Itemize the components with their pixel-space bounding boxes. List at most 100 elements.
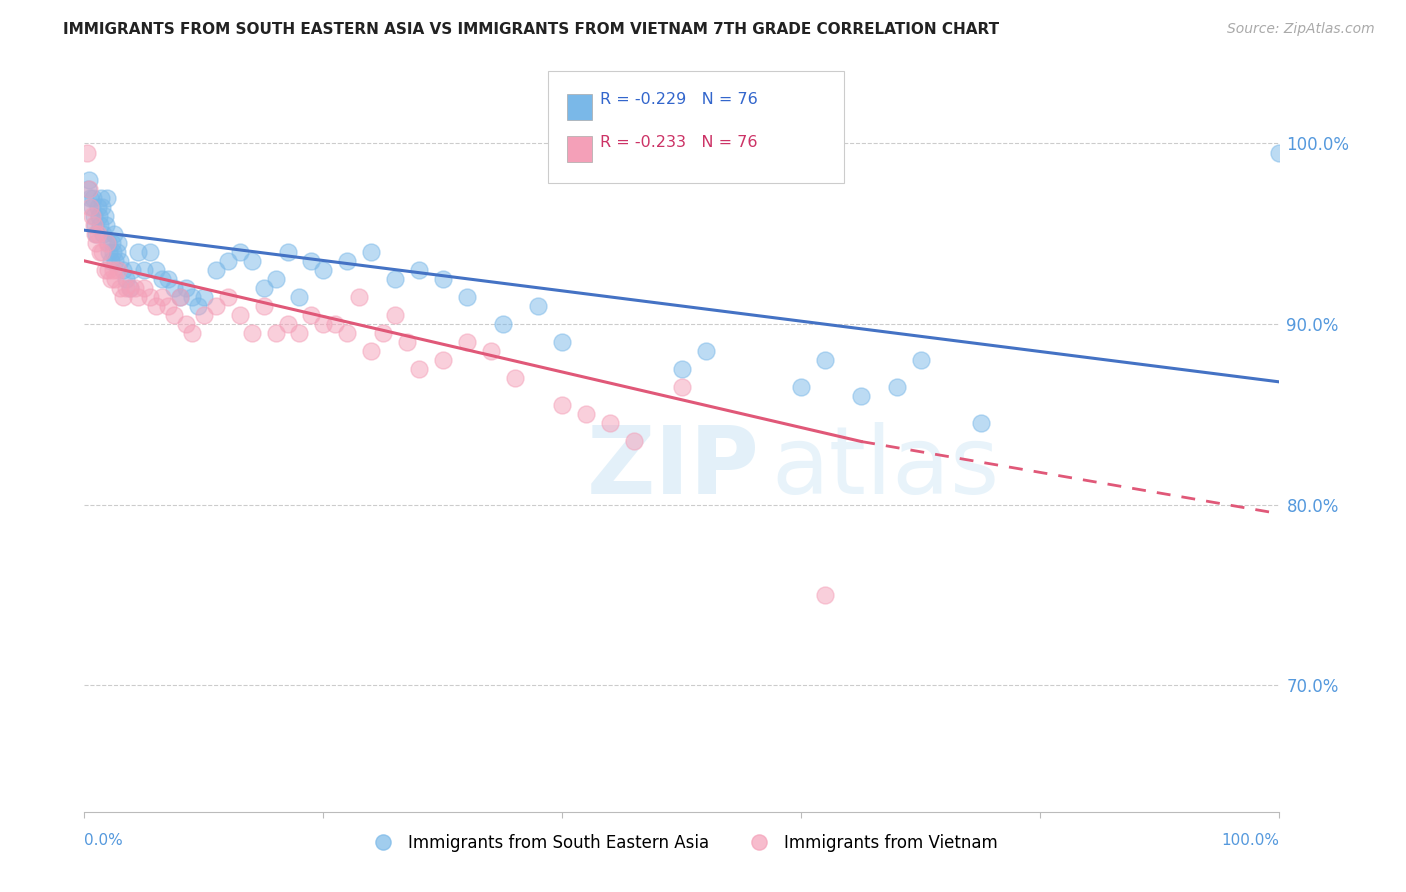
Point	[110, 281, 132, 295]
Point	[217, 253, 239, 268]
Point	[80, 200, 103, 214]
Point	[79, 191, 101, 205]
Point	[127, 244, 149, 259]
Point	[104, 253, 127, 268]
Point	[814, 353, 837, 368]
Point	[124, 281, 146, 295]
Point	[181, 290, 204, 304]
Point	[479, 344, 502, 359]
Point	[83, 218, 105, 232]
Point	[121, 263, 143, 277]
Point	[301, 308, 323, 322]
Point	[432, 272, 454, 286]
Point	[695, 344, 717, 359]
Point	[623, 434, 645, 449]
Point	[205, 263, 228, 277]
Point	[77, 181, 100, 195]
Point	[139, 244, 162, 259]
Point	[1268, 145, 1291, 160]
Point	[139, 290, 162, 304]
Point	[408, 362, 430, 376]
Point	[277, 244, 299, 259]
Point	[229, 244, 252, 259]
Text: 0.0%: 0.0%	[84, 832, 124, 847]
Point	[118, 281, 141, 295]
Point	[456, 290, 478, 304]
Point	[503, 371, 526, 385]
Point	[336, 326, 359, 340]
Point	[77, 172, 100, 186]
Point	[93, 209, 115, 223]
Point	[174, 317, 197, 331]
Point	[98, 244, 121, 259]
Point	[118, 281, 141, 295]
Point	[253, 281, 276, 295]
Point	[169, 290, 191, 304]
Point	[277, 317, 299, 331]
Point	[97, 263, 120, 277]
Point	[671, 380, 693, 394]
Point	[93, 227, 115, 241]
Point	[384, 308, 406, 322]
Legend: Immigrants from South Eastern Asia, Immigrants from Vietnam: Immigrants from South Eastern Asia, Immi…	[360, 827, 1004, 858]
Point	[111, 263, 134, 277]
Point	[910, 353, 932, 368]
Point	[349, 290, 371, 304]
Point	[851, 389, 873, 403]
Point	[80, 209, 103, 223]
Point	[96, 235, 118, 250]
Point	[229, 308, 252, 322]
Point	[86, 227, 108, 241]
Point	[599, 417, 621, 431]
Point	[91, 200, 114, 214]
Point	[205, 299, 228, 313]
Point	[97, 235, 120, 250]
Point	[157, 272, 180, 286]
Point	[82, 191, 104, 205]
Point	[79, 200, 101, 214]
Point	[86, 235, 108, 250]
Point	[174, 281, 197, 295]
Point	[492, 317, 515, 331]
Point	[84, 218, 107, 232]
Point	[127, 290, 149, 304]
Point	[145, 299, 167, 313]
Point	[312, 317, 335, 331]
Text: IMMIGRANTS FROM SOUTH EASTERN ASIA VS IMMIGRANTS FROM VIETNAM 7TH GRADE CORRELAT: IMMIGRANTS FROM SOUTH EASTERN ASIA VS IM…	[63, 22, 1000, 37]
Point	[145, 263, 167, 277]
Point	[100, 253, 122, 268]
Point	[336, 253, 359, 268]
Point	[551, 398, 574, 412]
Point	[264, 326, 287, 340]
Point	[111, 290, 134, 304]
Point	[240, 253, 263, 268]
Point	[163, 308, 186, 322]
Point	[101, 244, 124, 259]
Point	[396, 335, 419, 350]
Point	[240, 326, 263, 340]
Point	[89, 218, 111, 232]
Point	[187, 299, 209, 313]
Point	[157, 299, 180, 313]
Point	[814, 588, 837, 602]
Point	[107, 263, 129, 277]
Point	[193, 308, 215, 322]
Point	[288, 290, 311, 304]
Point	[384, 272, 406, 286]
Point	[325, 317, 347, 331]
Point	[886, 380, 908, 394]
Point	[132, 281, 156, 295]
Point	[373, 326, 395, 340]
Text: ZIP: ZIP	[586, 422, 759, 514]
Text: atlas: atlas	[772, 422, 1000, 514]
Point	[169, 290, 191, 304]
Point	[181, 326, 204, 340]
Point	[89, 244, 111, 259]
Text: Source: ZipAtlas.com: Source: ZipAtlas.com	[1227, 22, 1375, 37]
Point	[86, 227, 108, 241]
Point	[132, 263, 156, 277]
Point	[575, 408, 598, 422]
Point	[970, 417, 993, 431]
Point	[115, 281, 138, 295]
Point	[301, 253, 323, 268]
